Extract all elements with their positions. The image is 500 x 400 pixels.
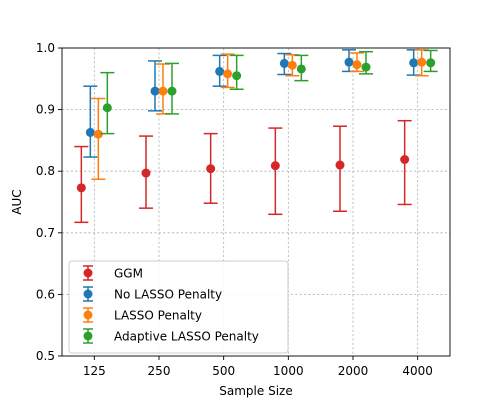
legend-marker-point [83,331,93,341]
series-layer [74,49,438,224]
data-point [426,58,436,68]
legend-items: GGM No LASSO Penalty LASSO Penalty Adaptive… [83,265,259,344]
data-point [361,62,371,72]
data-point [409,58,419,68]
y-tick-label: 0.6 [36,287,55,301]
data-point [215,66,225,76]
data-point [279,58,289,68]
series-adaptive-lasso-penalty [100,49,438,135]
legend-item: GGM [83,265,143,281]
data-point [335,160,345,170]
data-point [102,103,112,113]
y-tick-label: 1.0 [36,41,55,55]
x-tick-label: 4000 [402,364,433,378]
series-ggm [74,119,412,224]
data-point [150,86,160,96]
data-point [352,60,362,70]
x-tick-label: 1000 [273,364,304,378]
legend-marker-point [83,289,93,299]
data-point [93,129,103,139]
y-tick-label: 0.8 [36,164,55,178]
x-tick-label: 2000 [338,364,369,378]
plot-frame [61,47,451,357]
data-point [206,164,216,174]
data-point [344,57,354,67]
legend-marker-point [83,268,93,278]
legend-label: Adaptive LASSO Penalty [114,330,259,344]
y-axis-ticks: 0.5 0.6 0.7 0.8 0.9 1.0 [36,41,62,363]
data-point [167,86,177,96]
x-tick-label: 125 [83,364,106,378]
data-point [400,154,410,164]
x-tick-label: 500 [212,364,235,378]
data-point [232,71,242,81]
legend-marker-point [83,310,93,320]
legend-label: No LASSO Penalty [114,288,222,302]
x-axis-label: Sample Size [219,384,292,398]
x-tick-label: 250 [148,364,171,378]
data-point [223,69,233,79]
data-point [417,57,427,67]
data-point [296,64,306,74]
data-point [76,183,86,193]
data-point [270,161,280,171]
legend-item: LASSO Penalty [83,307,202,323]
legend: GGM No LASSO Penalty LASSO Penalty Adaptive… [68,260,289,354]
data-point [85,127,95,137]
y-axis-label: AUC [10,189,24,214]
legend-item: No LASSO Penalty [83,286,222,302]
legend-label: GGM [114,267,143,281]
y-tick-label: 0.7 [36,226,55,240]
legend-box [68,260,289,354]
series-no-lasso-penalty [83,49,421,158]
series-lasso-penalty [91,49,429,180]
legend-label: LASSO Penalty [114,309,202,323]
data-point [158,86,168,96]
legend-item: Adaptive LASSO Penalty [83,328,259,344]
data-point [141,168,151,178]
x-axis-ticks: 125 250 500 1000 2000 4000 [83,356,433,378]
data-point [287,60,297,70]
y-tick-label: 0.5 [36,349,55,363]
y-tick-label: 0.9 [36,103,55,117]
